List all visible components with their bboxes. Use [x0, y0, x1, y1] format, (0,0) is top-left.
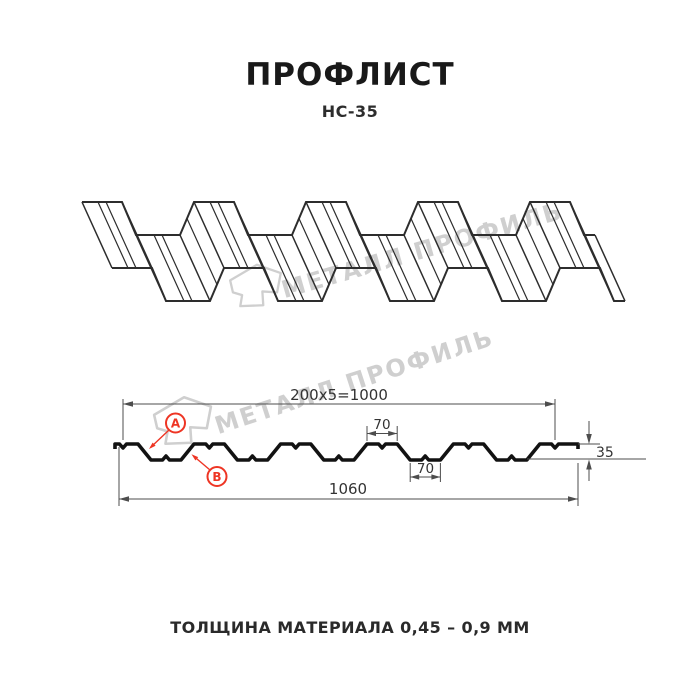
watermark-text: МЕТАЛЛ ПРОФИЛЬ [211, 323, 498, 440]
page-subtitle: НС-35 [321, 102, 379, 121]
metall-profil-logo-icon [152, 395, 213, 446]
page-title: ПРОФЛИСТ [245, 57, 455, 93]
thickness-note: ТОЛЩИНА МАТЕРИАЛА 0,45 – 0,9 ММ [170, 618, 530, 637]
metall-profil-logo-icon [229, 263, 282, 308]
watermark-text: МЕТАЛЛ ПРОФИЛЬ [278, 196, 567, 304]
